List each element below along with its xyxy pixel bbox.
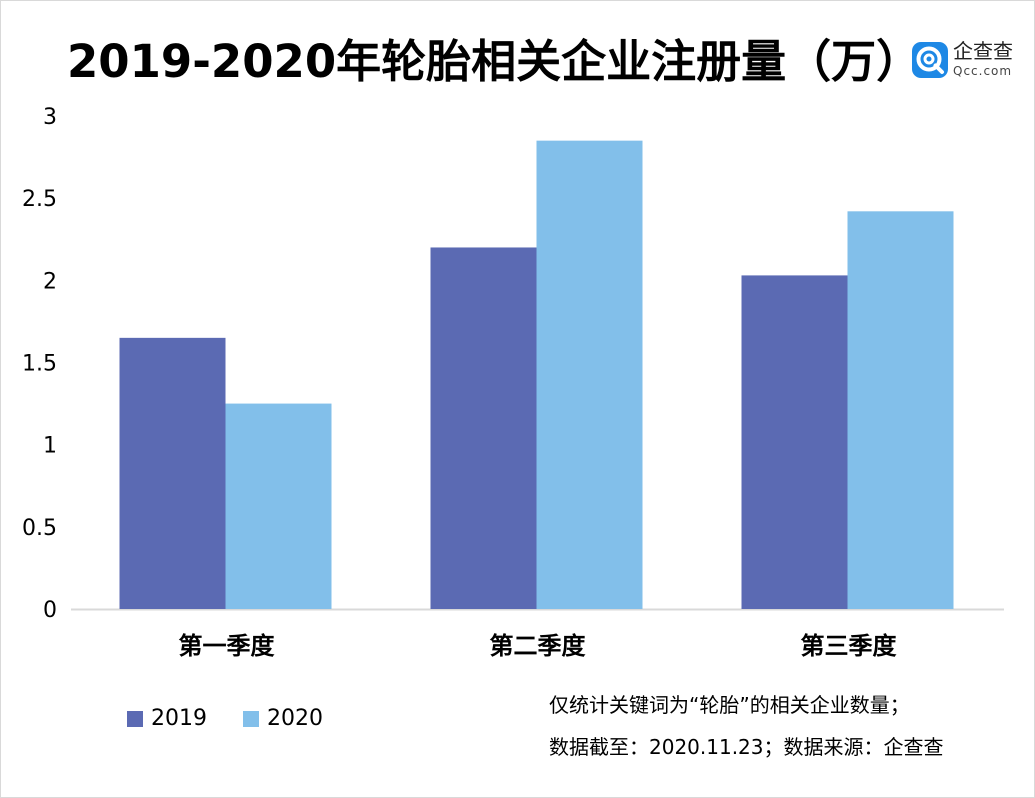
chart-title: 2019-2020年轮胎相关企业注册量（万） <box>67 35 922 88</box>
qcc-logo-icon <box>912 42 948 78</box>
brand-domain: Qcc.com <box>953 64 1013 78</box>
x-category-label: 第二季度 <box>490 632 587 660</box>
bar-2019-1 <box>119 337 226 609</box>
legend-label-2020: 2020 <box>267 706 323 731</box>
bar-2020-2 <box>536 140 643 609</box>
brand-watermark: 企查查 Qcc.com <box>911 39 1031 83</box>
footnote-source: 数据截至：2020.11.23；数据来源：企查查 <box>549 735 944 759</box>
bar-2020-1 <box>225 403 332 609</box>
footnote-scope: 仅统计关键词为“轮胎”的相关企业数量； <box>549 693 910 717</box>
y-tick-label: 2 <box>43 269 57 294</box>
bar-2019-2 <box>430 247 537 609</box>
y-tick-label: 2.5 <box>22 187 57 212</box>
legend-swatch-2020 <box>243 711 259 727</box>
legend: 2019 2020 <box>127 705 359 733</box>
y-tick-label: 0.5 <box>22 516 57 541</box>
y-tick-label: 1 <box>43 434 57 459</box>
x-category-label: 第一季度 <box>179 632 276 660</box>
brand-name: 企查查 <box>953 39 1013 63</box>
y-tick-label: 0 <box>43 598 57 623</box>
legend-label-2019: 2019 <box>151 706 207 731</box>
bar-2019-3 <box>741 275 848 609</box>
x-category-label: 第三季度 <box>801 632 898 660</box>
legend-item-2020: 2020 <box>243 705 323 733</box>
legend-swatch-2019 <box>127 711 143 727</box>
bar-chart: 0 0.5 1 1.5 2 2.5 3 第一季度 第二季度 第三季度 <box>22 105 1004 660</box>
bar-2020-3 <box>847 211 954 609</box>
y-tick-label: 1.5 <box>22 352 57 377</box>
legend-item-2019: 2019 <box>127 705 207 733</box>
y-tick-label: 3 <box>43 105 57 130</box>
